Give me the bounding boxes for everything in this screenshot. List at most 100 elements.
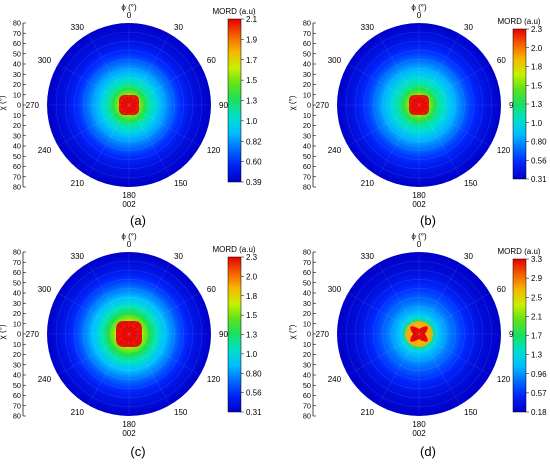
colorbar [227, 18, 242, 183]
reflection-label: 002 [122, 200, 136, 209]
chi-tick-label: 70 [303, 172, 311, 181]
phi-tick-label: 180 [122, 191, 136, 200]
colorbar-title: MORD (a.u) [497, 17, 540, 26]
colorbar-tick-label: 0.80 [531, 138, 547, 147]
chi-tick-label: 80 [303, 19, 311, 28]
colorbar-tick-label: 2.1 [246, 15, 258, 24]
chi-tick-label: 30 [303, 360, 311, 369]
chi-tick-label: 70 [13, 258, 21, 267]
colorbar-tick-label: 2.3 [246, 253, 258, 262]
reflection-label: 002 [412, 200, 426, 209]
phi-tick-label: 270 [26, 101, 40, 110]
chi-tick-label: 80 [13, 19, 21, 28]
chi-tick-label: 0 [17, 330, 21, 339]
chi-tick-label: 60 [303, 268, 311, 277]
colorbar [512, 28, 527, 180]
reflection-label: 002 [122, 429, 136, 438]
chi-tick-label: 10 [13, 340, 21, 349]
phi-tick-label: 270 [316, 101, 330, 110]
phi-tick-label: 30 [174, 252, 183, 261]
chi-tick-label: 80 [303, 412, 311, 421]
colorbar-tick-label: 0.31 [246, 408, 262, 417]
chi-tick-label: 20 [303, 350, 311, 359]
chi-tick-label: 30 [13, 299, 21, 308]
phi-tick-label: 90 [219, 101, 228, 110]
colorbar-tick-label: 1.8 [246, 292, 258, 301]
phi-tick-label: 30 [464, 23, 473, 32]
chi-tick-label: 60 [13, 162, 21, 171]
colorbar-tick-label: 1.7 [246, 56, 258, 65]
chi-tick-label: 50 [13, 152, 21, 161]
colorbar-title: MORD (a.u) [212, 245, 255, 254]
chi-tick-label: 20 [13, 309, 21, 318]
phi-tick-label: 0 [417, 11, 422, 20]
chi-tick-label: 50 [13, 381, 21, 390]
chi-axis-label: χ (°) [288, 324, 297, 339]
chi-tick-label: 10 [13, 111, 21, 120]
phi-tick-label: 90 [219, 330, 228, 339]
colorbar-tick-label: 0.96 [531, 370, 547, 379]
colorbar-tick-label: 1.5 [246, 76, 258, 85]
chi-tick-label: 30 [303, 131, 311, 140]
phi-tick-label: 240 [38, 375, 52, 384]
chi-tick-label: 30 [303, 70, 311, 79]
colorbar-tick-label: 0.82 [246, 137, 262, 146]
colorbar-tick-label: 1.3 [531, 351, 543, 360]
colorbar-tick-label: 1.8 [531, 63, 543, 72]
chi-tick-label: 80 [13, 183, 21, 192]
chi-tick-label: 40 [303, 60, 311, 69]
phi-tick-label: 210 [361, 179, 375, 188]
phi-tick-label: 0 [127, 240, 132, 249]
chi-tick-label: 30 [303, 299, 311, 308]
phi-tick-label: 270 [26, 330, 40, 339]
colorbar-tick-label: 1.0 [531, 119, 543, 128]
phi-tick-label: 300 [38, 56, 52, 65]
panel-caption: (b) [420, 213, 436, 228]
chi-tick-label: 60 [303, 162, 311, 171]
intensity-maximum [116, 321, 142, 347]
colorbar-tick-label: 1.5 [246, 311, 258, 320]
chi-tick-label: 20 [13, 80, 21, 89]
phi-tick-label: 180 [412, 191, 426, 200]
chi-tick-label: 40 [13, 289, 21, 298]
intensity-maximum [409, 95, 429, 115]
chi-tick-label: 30 [13, 360, 21, 369]
phi-tick-label: 60 [207, 285, 216, 294]
chi-tick-label: 40 [303, 289, 311, 298]
phi-tick-label: 330 [71, 23, 85, 32]
reflection-label: 002 [412, 429, 426, 438]
chi-tick-label: 70 [303, 258, 311, 267]
phi-tick-label: 120 [207, 375, 221, 384]
colorbar-tick-label: 2.1 [531, 312, 543, 321]
chi-tick-label: 80 [13, 248, 21, 257]
phi-axis-label: ϕ (°) [411, 232, 427, 241]
chi-tick-label: 10 [13, 319, 21, 328]
phi-tick-label: 120 [497, 146, 511, 155]
phi-tick-label: 30 [464, 252, 473, 261]
chi-tick-label: 20 [13, 121, 21, 130]
chi-tick-label: 70 [13, 172, 21, 181]
intensity-maximum [119, 95, 139, 115]
chi-tick-label: 0 [307, 101, 311, 110]
chi-tick-label: 50 [13, 278, 21, 287]
chi-tick-label: 40 [13, 371, 21, 380]
colorbar-tick-label: 0.57 [531, 389, 547, 398]
phi-tick-label: 330 [71, 252, 85, 261]
chi-tick-label: 40 [303, 142, 311, 151]
chi-tick-label: 20 [13, 350, 21, 359]
phi-tick-label: 60 [497, 285, 506, 294]
chi-tick-label: 60 [303, 39, 311, 48]
chi-tick-label: 10 [303, 340, 311, 349]
phi-tick-label: 210 [71, 408, 85, 417]
chi-tick-label: 80 [303, 183, 311, 192]
colorbar-tick-label: 0.18 [531, 408, 547, 417]
chi-tick-label: 70 [303, 401, 311, 410]
colorbar-title: MORD (a.u) [212, 7, 255, 16]
chi-tick-label: 80 [303, 248, 311, 257]
colorbar-tick-label: 1.3 [531, 100, 543, 109]
chi-tick-label: 60 [13, 268, 21, 277]
chi-tick-label: 70 [13, 29, 21, 38]
chi-tick-label: 20 [303, 121, 311, 130]
